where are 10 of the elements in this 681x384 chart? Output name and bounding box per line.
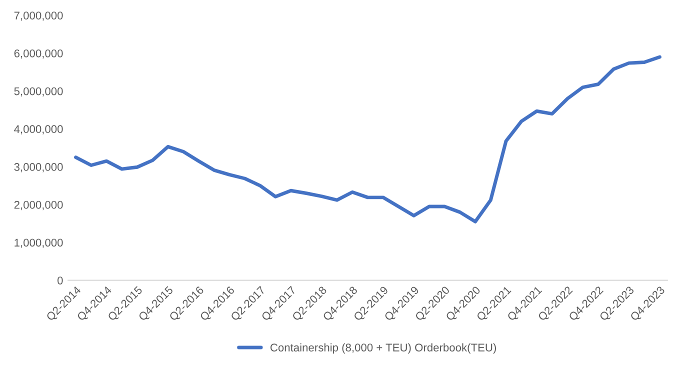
legend-label: Containership (8,000 + TEU) Orderbook(TEU) <box>270 343 496 354</box>
y-tick-label: 4,000,000 <box>14 125 63 134</box>
y-tick-label: 1,000,000 <box>14 238 63 248</box>
y-tick-label: 7,000,000 <box>14 12 63 21</box>
y-tick-label: 3,000,000 <box>14 163 63 172</box>
y-tick-label: 6,000,000 <box>14 49 63 59</box>
y-tick-label: 2,000,000 <box>14 200 63 210</box>
y-tick-label: 0 <box>57 276 63 284</box>
line-series <box>74 55 662 224</box>
y-tick-label: 5,000,000 <box>14 87 63 97</box>
